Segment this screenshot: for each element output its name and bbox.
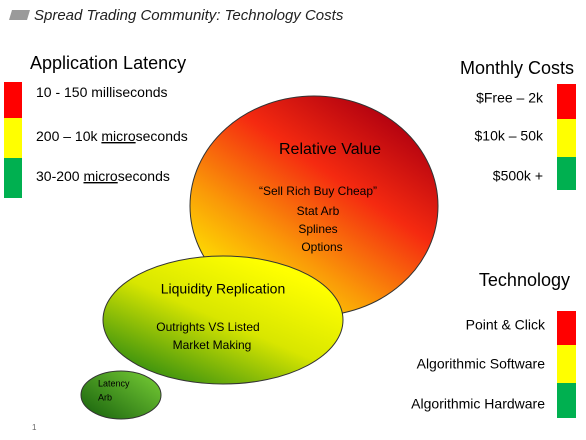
bubble-title: Relative Value bbox=[279, 141, 381, 158]
bubble-title: Liquidity Replication bbox=[161, 281, 286, 297]
bubble-line: Stat Arb bbox=[297, 204, 340, 218]
liquidity-bubble bbox=[102, 255, 344, 385]
latency-text: 10 - 150 milliseconds bbox=[36, 84, 168, 100]
costs-heading: Monthly Costs bbox=[460, 58, 574, 78]
green-box bbox=[4, 158, 22, 198]
red-box bbox=[4, 82, 22, 118]
technology-item: Point & Click bbox=[466, 317, 546, 333]
technology-item: Algorithmic Hardware bbox=[411, 396, 545, 412]
yellow-box bbox=[4, 118, 22, 158]
bubble-title: Latency bbox=[98, 378, 130, 388]
latency-text: seconds bbox=[118, 168, 170, 184]
latency-item: 30-200 microseconds bbox=[36, 168, 170, 184]
cost-item: $Free – 2k bbox=[476, 90, 544, 106]
yellow-box bbox=[557, 345, 576, 383]
latency-arb-bubble bbox=[80, 370, 162, 420]
bubble-line: Market Making bbox=[173, 338, 252, 352]
cost-item: $500k + bbox=[493, 168, 543, 184]
red-box bbox=[557, 311, 576, 345]
latency-text: micro bbox=[83, 168, 117, 184]
technology-heading: Technology bbox=[479, 270, 570, 290]
page-number: 1 bbox=[32, 423, 37, 432]
latency-item: 10 - 150 milliseconds bbox=[36, 84, 168, 100]
bubble-line: Splines bbox=[298, 222, 337, 236]
green-box bbox=[557, 157, 576, 190]
bubble-line: Options bbox=[301, 240, 342, 254]
title-icon bbox=[9, 10, 30, 20]
bubble-line: Outrights VS Listed bbox=[156, 320, 259, 334]
latency-text: 30-200 bbox=[36, 168, 83, 184]
red-box bbox=[557, 84, 576, 119]
latency-text: seconds bbox=[136, 128, 188, 144]
green-box bbox=[557, 383, 576, 418]
slide-title: Spread Trading Community: Technology Cos… bbox=[34, 7, 344, 24]
bubble-line: “Sell Rich Buy Cheap” bbox=[259, 184, 377, 198]
technology-item: Algorithmic Software bbox=[417, 356, 546, 372]
cost-item: $10k – 50k bbox=[475, 128, 544, 144]
bubble-line: Arb bbox=[98, 392, 112, 402]
latency-text: 200 – 10k bbox=[36, 128, 101, 144]
latency-item: 200 – 10k microseconds bbox=[36, 128, 188, 144]
yellow-box bbox=[557, 119, 576, 157]
latency-heading: Application Latency bbox=[30, 53, 186, 73]
latency-text: micro bbox=[101, 128, 135, 144]
